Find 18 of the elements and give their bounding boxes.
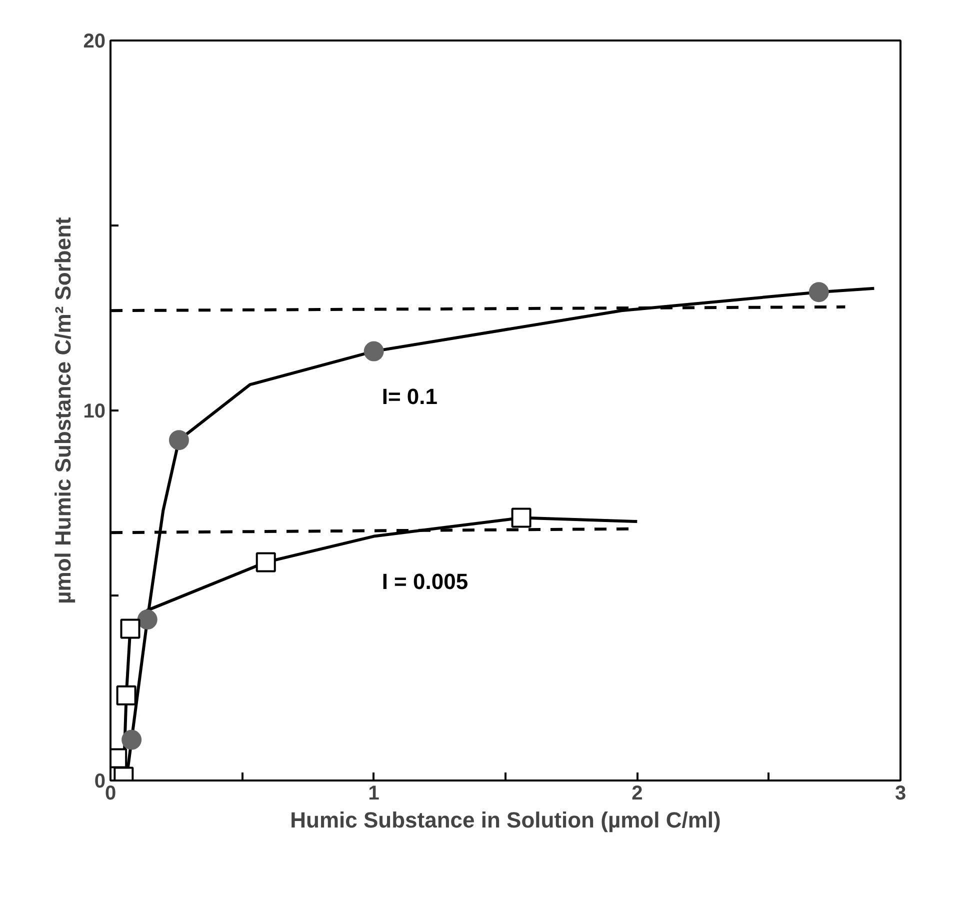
x-tick-label: 2 xyxy=(632,782,643,804)
point xyxy=(122,730,142,750)
y-tick-label: 20 xyxy=(83,30,106,52)
point xyxy=(168,430,189,450)
y-tick-label: 10 xyxy=(83,400,106,422)
x-tick-label: 1 xyxy=(368,782,380,804)
point xyxy=(120,618,140,639)
series-label: I = 0.005 xyxy=(382,568,468,594)
point xyxy=(364,341,384,362)
x-tick-label: 3 xyxy=(894,782,906,804)
series-label: I= 0.1 xyxy=(382,384,438,409)
y-axis-title: µmol Humic Substance C/m² Sorbent xyxy=(50,216,76,604)
x-axis-title: Humic Substance in Solution (µmol C/ml) xyxy=(290,808,721,832)
point xyxy=(808,282,829,302)
point xyxy=(256,552,276,572)
point xyxy=(137,610,158,630)
point xyxy=(511,508,532,528)
point xyxy=(116,685,136,706)
